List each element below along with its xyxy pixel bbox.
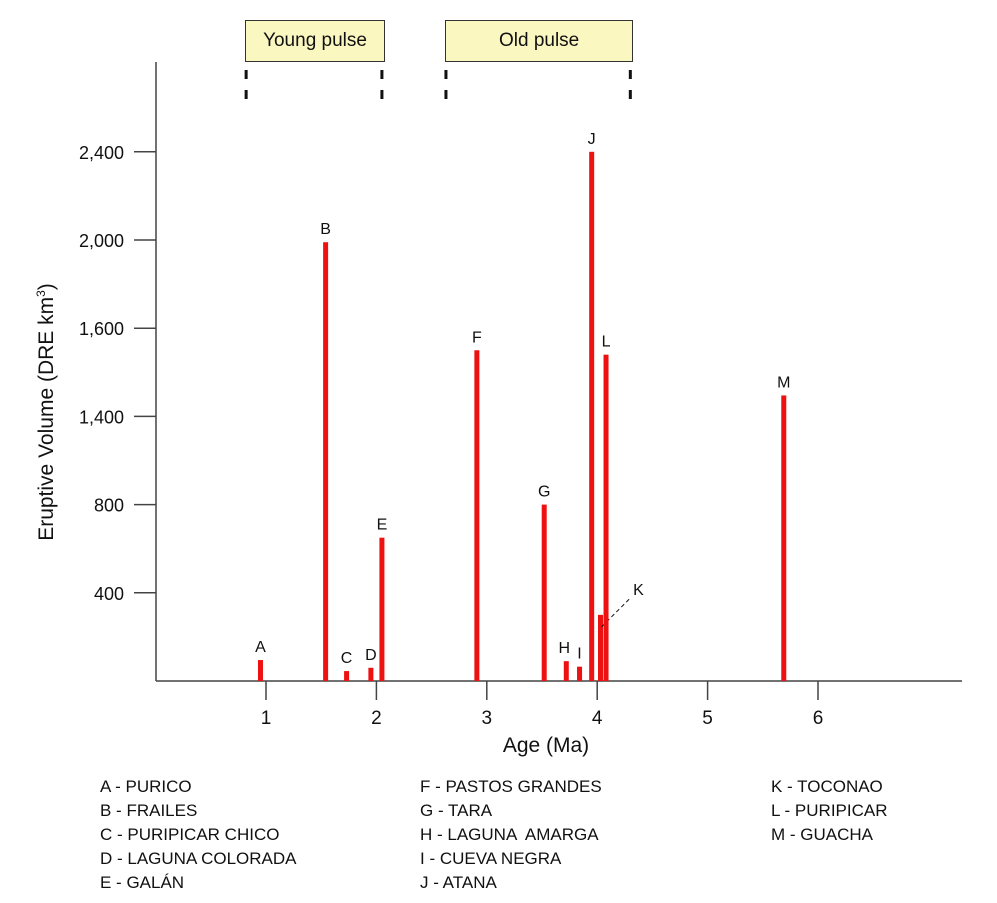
legend-item: M - GUACHA: [771, 825, 873, 844]
bar-C: [344, 671, 350, 681]
bar-label: D: [365, 647, 377, 664]
pulse-bracket-mark: [380, 90, 384, 99]
legend-item: L - PURIPICAR: [771, 801, 888, 820]
legend-column-2: F - PASTOS GRANDES G - TARA H - LAGUNA AMA…: [420, 775, 602, 895]
bar-J: [589, 151, 595, 682]
pulse-bracket-mark: [628, 90, 632, 99]
bar-G: [541, 504, 547, 681]
y-tick-label: 2,400: [79, 143, 124, 163]
bar-label: I: [577, 646, 581, 663]
pulse-bracket-mark: [380, 70, 384, 79]
pulse-bracket-mark: [444, 70, 448, 79]
legend-item: J - ATANA: [420, 873, 497, 892]
bar-label: H: [559, 640, 571, 657]
bar-label: J: [588, 131, 596, 148]
legend-item: H - LAGUNA AMARGA: [420, 825, 599, 844]
x-tick-label: 5: [702, 708, 713, 729]
x-tick-label: 6: [813, 708, 824, 729]
bar-label: E: [377, 517, 388, 534]
y-axis-title: Eruptive Volume (DRE km3): [34, 283, 58, 541]
y-tick-label: 1,400: [79, 407, 124, 427]
legend-item: E - GALÁN: [100, 873, 185, 892]
bar-I: [577, 666, 583, 681]
pulse-bracket-mark: [244, 70, 248, 79]
x-tick-label: 3: [482, 708, 493, 729]
bar-K: [598, 614, 604, 681]
legend-item: B - FRAILES: [100, 801, 198, 820]
pulse-label-young: Young pulse: [245, 20, 385, 62]
bar-B: [323, 242, 329, 681]
x-tick-label: 4: [592, 708, 603, 729]
legend-item: I - CUEVA NEGRA: [420, 849, 562, 868]
y-tick-label: 400: [94, 584, 124, 604]
bar-label: M: [777, 374, 790, 391]
y-tick-label: 1,600: [79, 319, 124, 339]
bar-label: A: [255, 639, 266, 656]
bar-label: B: [320, 221, 331, 238]
bar-D: [368, 667, 374, 681]
pulse-bracket-mark: [628, 70, 632, 79]
pulse-bracket-mark: [444, 90, 448, 99]
x-axis-title: Age (Ma): [503, 734, 589, 757]
bar-label: C: [341, 650, 353, 667]
bar-F: [474, 350, 480, 681]
legend-item: D - LAGUNA COLORADA: [100, 849, 297, 868]
bar-A: [257, 660, 263, 681]
bar-M: [781, 395, 787, 681]
bar-H: [563, 661, 569, 681]
y-tick-label: 800: [94, 496, 124, 516]
pulse-bracket-mark: [244, 90, 248, 99]
legend-column-3: K - TOCONAO L - PURIPICAR M - GUACHA: [771, 775, 888, 847]
pulse-label-old: Old pulse: [444, 20, 634, 62]
bar-label: F: [472, 329, 482, 346]
legend-item: A - PURICO: [100, 777, 192, 796]
bar-label: L: [602, 334, 611, 351]
x-tick-label: 1: [261, 708, 272, 729]
legend-item: F - PASTOS GRANDES: [420, 777, 602, 796]
bar-label: K: [633, 582, 644, 599]
bar-L: [603, 354, 609, 681]
legend-column-1: A - PURICO B - FRAILES C - PURIPICAR CHICO…: [100, 775, 297, 895]
y-tick-label: 2,000: [79, 231, 124, 251]
bar-E: [379, 537, 385, 681]
x-tick-label: 2: [371, 708, 382, 729]
legend-item: G - TARA: [420, 801, 493, 820]
legend-item: C - PURIPICAR CHICO: [100, 825, 280, 844]
bar-label: G: [538, 484, 550, 501]
legend-item: K - TOCONAO: [771, 777, 883, 796]
